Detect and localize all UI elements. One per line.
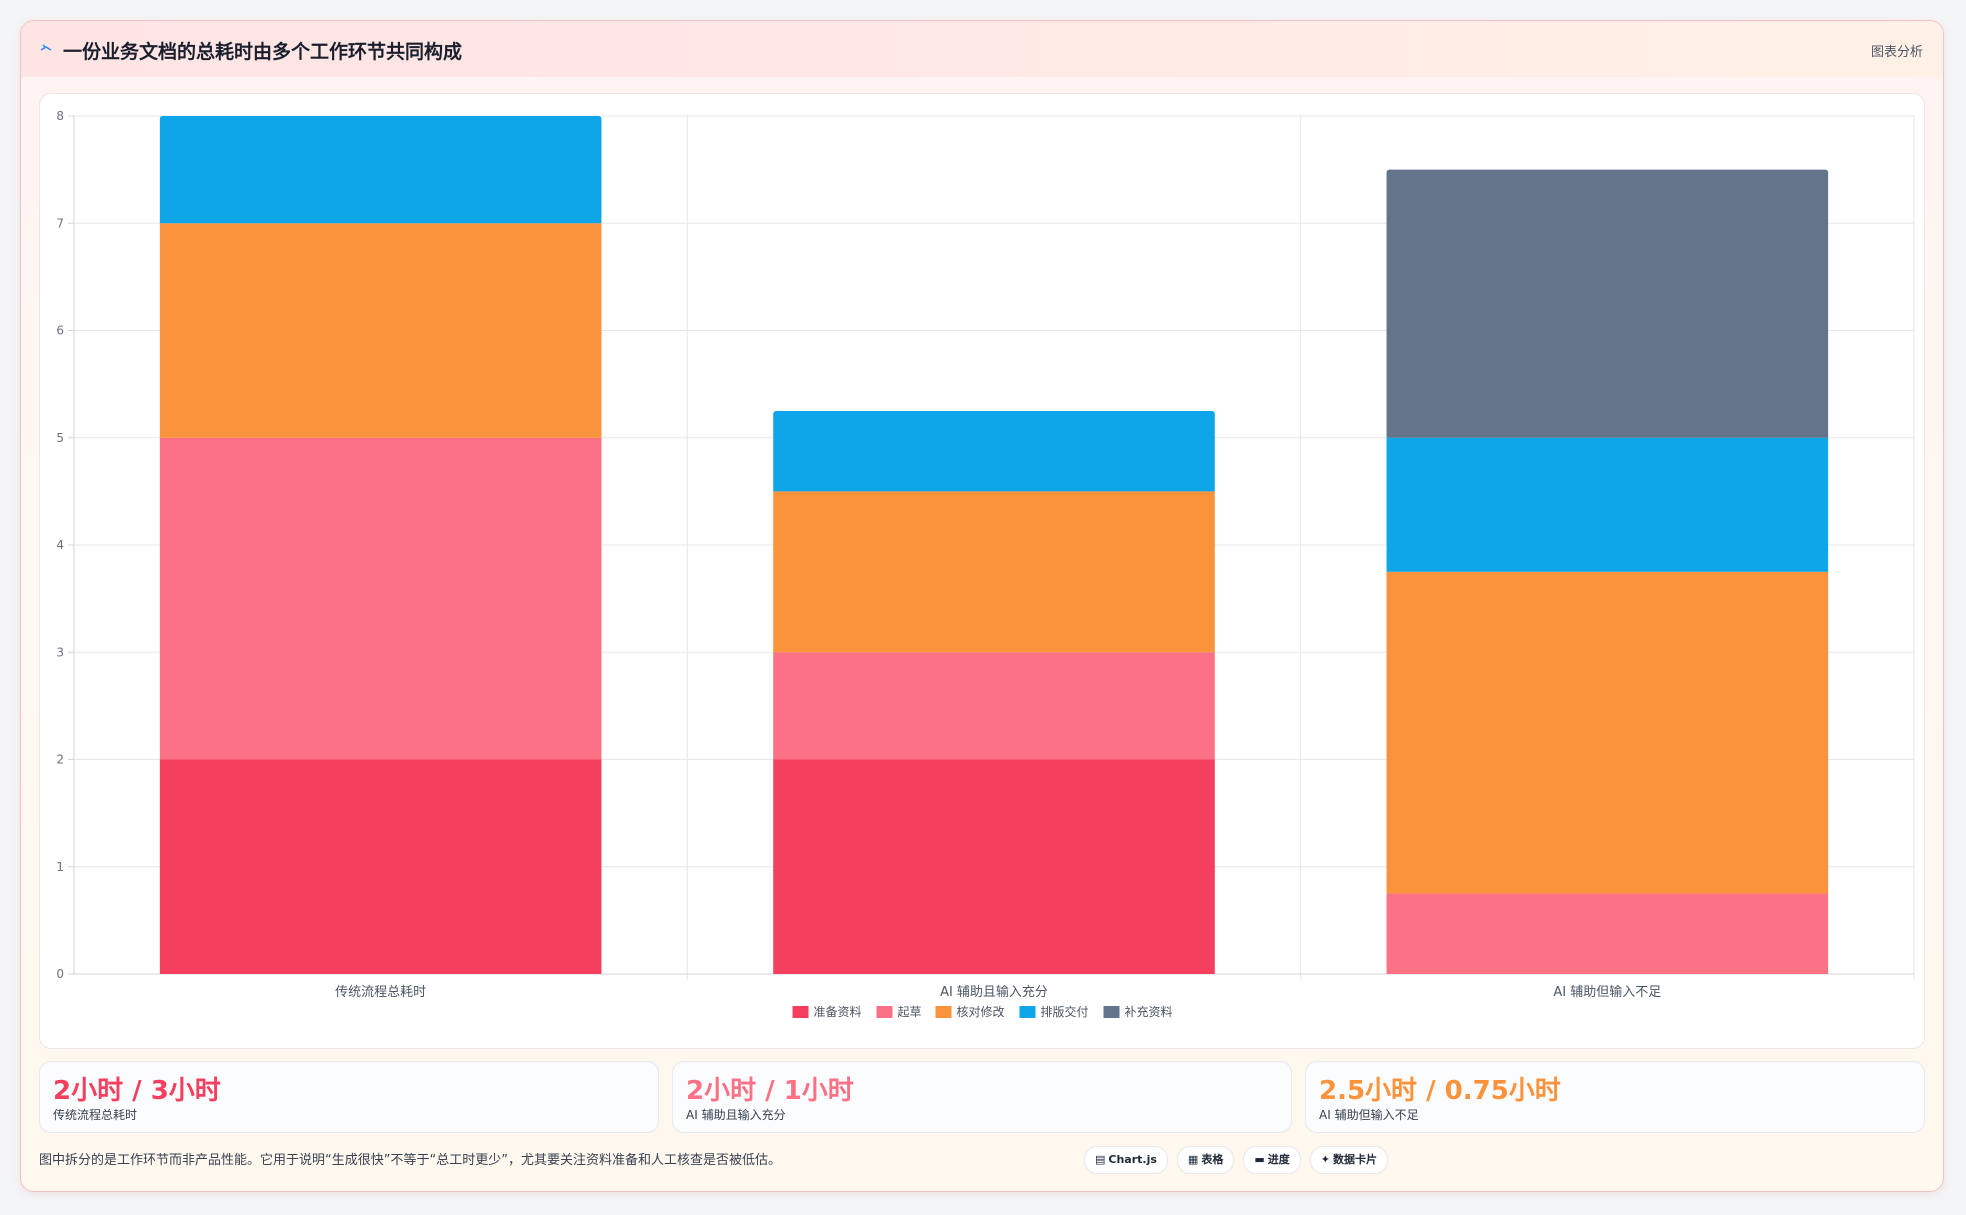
bar-segment [159,437,602,760]
y-tick-label: 8 [56,109,64,123]
y-tick-label: 0 [56,967,64,981]
panel-header: 一份业务文档的总耗时由多个工作环节共同构成 图表分析 [21,21,1943,77]
chip-chartjs[interactable]: ▤ Chart.js [1084,1146,1168,1174]
chip-table[interactable]: ▦ 表格 [1176,1146,1235,1174]
stacked-bar-chart: 0 1 2 3 4 5 6 7 8 传统流程总耗时 AI 辅助且输入充分 AI 辅助但输入不足准备资料… [56,109,1915,1019]
y-tick-label: 6 [56,324,64,338]
legend-swatch [1103,1006,1120,1018]
legend-swatch [935,1006,952,1018]
page-title: 一份业务文档的总耗时由多个工作环节共同构成 [63,41,463,63]
bar-segment [1386,893,1829,974]
bar-segment [159,223,602,438]
footnote: 图中拆分的是工作环节而非产品性能。它用于说明“生成很快”不等于“总工时更少”，尤… [39,1153,781,1168]
chip-label: 进度 [1267,1153,1290,1166]
stat-label: AI 辅助且输入充分 [686,1108,786,1122]
legend-swatch [792,1006,809,1018]
bar-segment [1386,571,1829,894]
bar-segment [159,116,602,224]
chip-label: 数据卡片 [1332,1153,1377,1166]
stat-label: AI 辅助但输入不足 [1319,1108,1419,1122]
x-tick-label: 传统流程总耗时 [335,985,426,1000]
bar-segment [773,652,1215,760]
y-tick-label: 2 [56,753,64,767]
chart-card: 0 1 2 3 4 5 6 7 8 传统流程总耗时 AI 辅助且输入充分 AI 辅助但输入不足准备资料… [39,93,1925,1049]
stat-card-ai-sufficient: 2小时 / 1小时 AI 辅助且输入充分 [672,1061,1292,1133]
legend-entry: 起草 [898,1005,922,1019]
x-tick-label: AI 辅助但输入不足 [1553,984,1661,1000]
chip-label: 表格 [1201,1153,1224,1166]
chip-progress[interactable]: ▬ 进度 [1243,1146,1301,1174]
stat-card-traditional: 2小时 / 3小时 传统流程总耗时 [39,1061,659,1133]
chip-group: ▤ Chart.js ▦ 表格 ▬ 进度 ✦ 数据卡片 [1084,1146,1388,1174]
y-tick-label: 1 [56,860,64,874]
stat-card-ai-insufficient: 2.5小时 / 0.75小时 AI 辅助但输入不足 [1305,1061,1925,1133]
bar-segment [159,759,602,974]
bar-segment [773,759,1215,974]
y-tick-label: 3 [56,645,64,659]
bar-segment [1386,169,1829,438]
table-icon: ▦ [1187,1153,1199,1166]
chart-icon: ▤ [1095,1153,1106,1166]
legend-entry: 补充资料 [1125,1004,1173,1019]
legend-swatch [876,1006,893,1018]
progress-icon: ▬ [1254,1153,1265,1166]
chart-panel: 一份业务文档的总耗时由多个工作环节共同构成 图表分析 0 1 2 3 4 5 6 7 8 传统流程… [20,20,1944,1192]
legend-entry: 核对修改 [957,1004,1005,1019]
bar-segment [773,410,1215,492]
y-tick-label: 7 [56,216,64,230]
stat-value: 2.5小时 / 0.75小时 [1319,1076,1561,1106]
legend-entry: 准备资料 [814,1005,862,1019]
stat-value: 2小时 / 1小时 [686,1076,854,1106]
legend-entry: 排版交付 [1041,1004,1089,1019]
y-tick-label: 4 [56,538,64,552]
x-tick-label: AI 辅助且输入充分 [940,984,1048,1000]
bar-segment [773,491,1215,653]
stat-value: 2小时 / 3小时 [53,1076,221,1106]
chip-label: Chart.js [1108,1153,1157,1166]
bar-segment [1386,437,1829,572]
legend-swatch [1019,1006,1036,1018]
chip-data-card[interactable]: ✦ 数据卡片 [1309,1146,1388,1174]
y-tick-label: 5 [56,431,64,445]
sparkle-icon [40,44,52,51]
header-tag[interactable]: 图表分析 [1870,45,1923,60]
stat-label: 传统流程总耗时 [53,1108,138,1122]
sparkle-icon: ✦ [1320,1153,1330,1166]
